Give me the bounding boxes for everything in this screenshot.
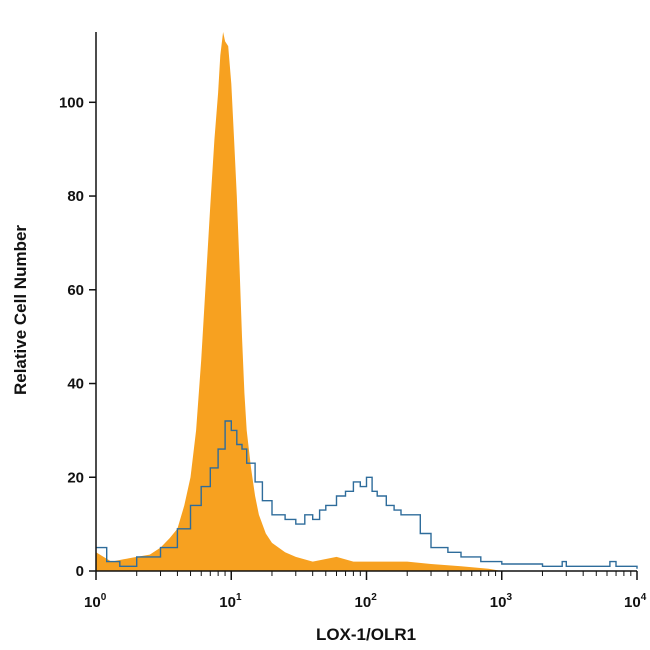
y-tick-label: 20 [67, 469, 84, 486]
x-ticks: 100 101 102 103 104 [84, 571, 647, 611]
y-tick-label: 0 [76, 563, 84, 580]
y-axis-title: Relative Cell Number [11, 225, 30, 395]
series-2-outline-histogram [96, 420, 638, 569]
y-tick-label: 40 [67, 376, 84, 393]
plot-area [96, 32, 638, 571]
y-tick-label: 60 [67, 282, 84, 299]
y-ticks: 0 20 40 60 80 100 [59, 94, 96, 580]
y-tick-label: 100 [59, 94, 84, 111]
y-tick-label: 80 [67, 188, 84, 205]
x-tick-label: 101 [219, 592, 242, 611]
x-tick-label: 104 [624, 592, 647, 611]
x-tick-label: 100 [84, 592, 107, 611]
series-1-filled-histogram [96, 32, 502, 571]
x-tick-label: 102 [355, 592, 378, 611]
x-axis-title: LOX-1/OLR1 [316, 625, 416, 644]
axes [95, 32, 637, 572]
x-tick-label: 103 [490, 592, 513, 611]
